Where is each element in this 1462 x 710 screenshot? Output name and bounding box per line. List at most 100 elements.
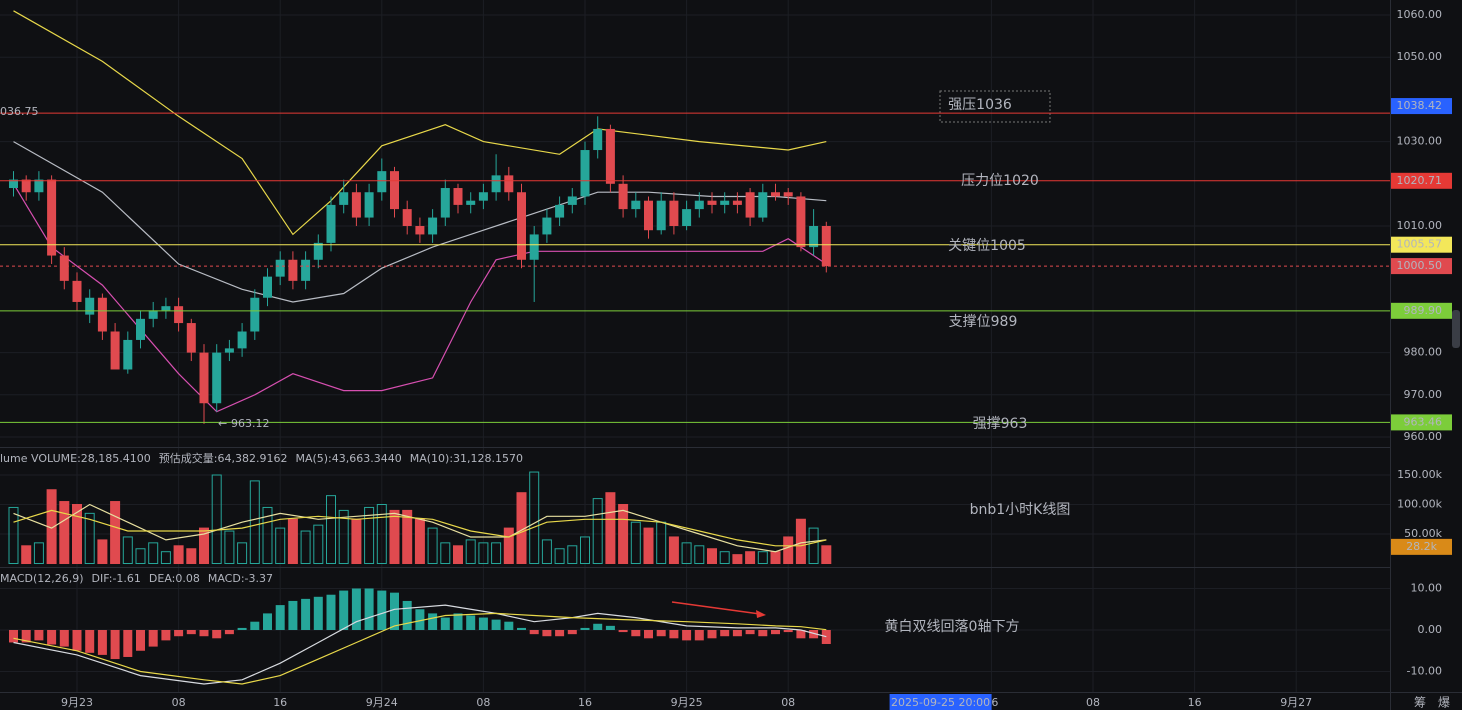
macd-bar	[440, 617, 450, 630]
macd-bar	[618, 630, 628, 633]
y-tick-label: 1030.00	[1397, 135, 1443, 148]
annotation: 支撑位989	[949, 314, 1018, 330]
macd-bar	[669, 630, 679, 639]
candle-body	[301, 259, 311, 281]
price-level-label: 1000.50	[1397, 259, 1443, 272]
macd-bar	[34, 630, 44, 641]
macd-bar	[428, 613, 438, 630]
volume-bar	[554, 548, 565, 564]
candle-body	[720, 200, 730, 205]
macd-bar	[174, 630, 184, 637]
low-arrow: ←	[218, 417, 227, 430]
candle-body	[656, 200, 666, 231]
candle-body	[758, 192, 768, 218]
candle-body	[618, 183, 628, 210]
macd-bar	[9, 630, 18, 643]
macd-legend: DIF:-1.61	[92, 572, 141, 585]
macd-bar	[656, 630, 666, 637]
macd-bar	[351, 588, 361, 630]
macd-bar	[415, 609, 425, 630]
macd-bar	[631, 630, 641, 637]
volume-bar	[580, 536, 590, 565]
macd-bar	[478, 617, 488, 630]
candle-body	[593, 128, 603, 151]
x-tick-label: 08	[172, 696, 186, 709]
volume-bar	[287, 518, 298, 564]
volume-bar	[605, 492, 616, 565]
macd-bar	[809, 630, 819, 639]
candle-body	[567, 196, 577, 205]
candle-body	[491, 175, 501, 193]
candle-body	[9, 179, 18, 189]
volume-bar	[326, 495, 336, 564]
candle-body	[440, 188, 450, 218]
volume-bar	[668, 536, 679, 565]
volume-bar	[618, 504, 629, 564]
volume-bar	[186, 548, 197, 564]
macd-bar	[313, 596, 323, 630]
volume-bar	[630, 521, 641, 565]
macd-bar	[288, 600, 298, 630]
macd-bar	[199, 630, 209, 637]
macd-bar	[758, 630, 768, 637]
macd-bar	[263, 613, 272, 630]
macd-bar	[821, 630, 831, 644]
annotation: 强撑963	[973, 416, 1028, 432]
candle-body	[72, 280, 82, 302]
candle-body	[478, 192, 488, 201]
macd-bar	[224, 630, 234, 635]
price-level-box	[1391, 172, 1452, 189]
volume-bar	[211, 474, 222, 564]
y-tick-label: 1050.00	[1397, 50, 1443, 63]
volume-bar	[643, 527, 654, 564]
candle-body	[250, 297, 260, 332]
macd-bar	[491, 619, 501, 630]
volume-bar	[262, 506, 273, 565]
y-tick-label: -10.00	[1407, 665, 1442, 678]
candle-body	[669, 200, 679, 226]
scroll-handle[interactable]	[1452, 310, 1460, 348]
macd-bar	[110, 630, 120, 660]
macd-legend: MACD(12,26,9)	[0, 572, 84, 585]
volume-bar	[770, 551, 781, 565]
cursor-time-label: 2025-09-25 20:00	[891, 696, 990, 709]
macd-bar	[504, 621, 514, 630]
volume-bar	[719, 551, 730, 565]
volume-bar	[135, 548, 146, 564]
candle-body	[707, 200, 717, 205]
candle-body	[796, 196, 806, 248]
macd-bar	[250, 621, 260, 630]
macd-bar	[47, 630, 57, 645]
price-level-label: 1038.42	[1397, 99, 1443, 112]
price-level-box	[1391, 98, 1452, 115]
candle-body	[771, 192, 780, 197]
candle-body	[732, 200, 742, 205]
volume-bar	[567, 545, 578, 564]
macd-bar	[390, 592, 399, 630]
candle-body	[161, 306, 171, 311]
macd-bar	[72, 630, 82, 651]
annotation: bnb1小时K线图	[970, 502, 1071, 518]
candle-body	[377, 171, 387, 193]
y-tick-label: 10.00	[1411, 582, 1443, 595]
annotation: 关键位1005	[948, 238, 1026, 254]
macd-bar	[593, 623, 603, 630]
volume-bar	[338, 509, 349, 564]
macd-bar	[580, 627, 590, 630]
cursor-time-box	[889, 694, 992, 710]
volume-legend: MA(10):31,128.1570	[410, 452, 523, 465]
volume-bar	[275, 527, 286, 564]
volume-bar	[199, 527, 209, 564]
band-line	[13, 141, 827, 303]
volume-bar	[33, 542, 44, 564]
x-tick-label: 16	[273, 696, 287, 709]
volume-bar	[440, 542, 451, 564]
volume-bar	[694, 545, 705, 564]
volume-bar	[84, 512, 95, 564]
volume-bar	[503, 527, 514, 564]
macd-bar	[212, 630, 222, 639]
x-tick-label: 16	[578, 696, 592, 709]
macd-bar	[85, 630, 95, 653]
macd-bar	[605, 625, 615, 630]
